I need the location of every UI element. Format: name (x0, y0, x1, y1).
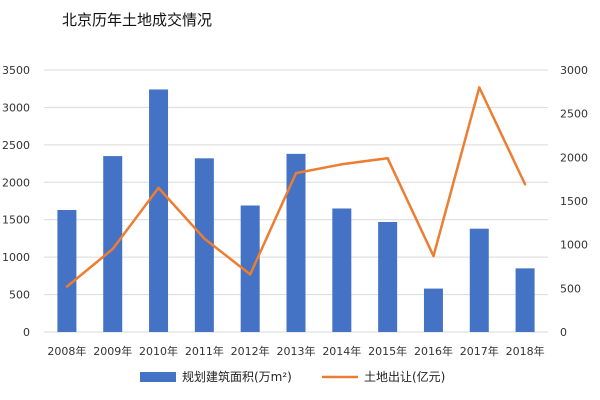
y-right-tick-label: 0 (560, 326, 567, 339)
y-left-tick-label: 500 (9, 289, 30, 302)
bar (515, 268, 535, 332)
y-right-tick-label: 1500 (560, 195, 588, 208)
line-point (65, 285, 69, 288)
y-left-tick-label: 1500 (2, 214, 30, 227)
x-tick-label: 2018年 (506, 344, 545, 358)
x-tick-label: 2013年 (277, 344, 316, 358)
x-tick-label: 2017年 (460, 344, 499, 358)
x-tick-label: 2010年 (139, 344, 178, 358)
y-left-tick-label: 3500 (2, 64, 30, 77)
y-right-tick-label: 1000 (560, 239, 588, 252)
bar (286, 153, 306, 332)
y-left-tick-label: 3000 (2, 101, 30, 114)
bar (332, 208, 352, 332)
x-tick-label: 2008年 (47, 344, 86, 358)
y-axis-left: 0 500 1000 1500 2000 2500 3000 3500 (2, 64, 30, 339)
x-tick-label: 2015年 (368, 344, 407, 358)
bar (194, 158, 214, 332)
line-point (294, 171, 298, 175)
legend: 规划建筑面积(万m²) 土地出让(亿元) (140, 369, 445, 384)
y-right-tick-label: 2500 (560, 108, 588, 121)
y-left-tick-label: 2000 (2, 176, 30, 189)
y-right-tick-label: 500 (560, 282, 581, 295)
line-point (340, 163, 344, 166)
x-tick-label: 2009年 (93, 344, 132, 358)
legend-swatch-bar (140, 372, 176, 382)
y-right-tick-label: 3000 (560, 64, 588, 77)
line-point (248, 273, 252, 276)
y-left-tick-label: 2500 (2, 139, 30, 152)
x-tick-label: 2012年 (231, 344, 270, 358)
legend-label-line: 土地出让(亿元) (364, 369, 445, 384)
bar (149, 89, 169, 332)
x-tick-label: 2011年 (185, 344, 224, 358)
bar (469, 228, 489, 332)
line-point (386, 157, 389, 160)
x-axis: 2008年 2009年 2010年 2011年 2012年 2013年 2014年 2015年… (47, 344, 544, 358)
bar-series (57, 89, 535, 332)
y-axis-right: 0 500 1000 1500 2000 2500 3000 (560, 64, 588, 339)
bar (103, 156, 123, 332)
y-left-tick-label: 0 (23, 326, 30, 339)
line-point (203, 237, 206, 240)
chart-title: 北京历年土地成交情况 (62, 11, 212, 29)
y-right-tick-label: 2000 (560, 151, 588, 164)
line-point (432, 254, 435, 258)
bar (378, 221, 398, 332)
bar (57, 209, 77, 332)
x-tick-label: 2014年 (322, 344, 361, 358)
bar (423, 288, 443, 332)
y-left-tick-label: 1000 (2, 251, 30, 264)
line-series (65, 86, 527, 288)
bar (240, 205, 260, 332)
line-point (478, 86, 481, 89)
x-tick-label: 2016年 (414, 344, 453, 358)
line-point (111, 247, 114, 251)
line-point (523, 183, 527, 186)
line-point (157, 186, 160, 190)
legend-label-bar: 规划建筑面积(万m²) (182, 369, 292, 384)
